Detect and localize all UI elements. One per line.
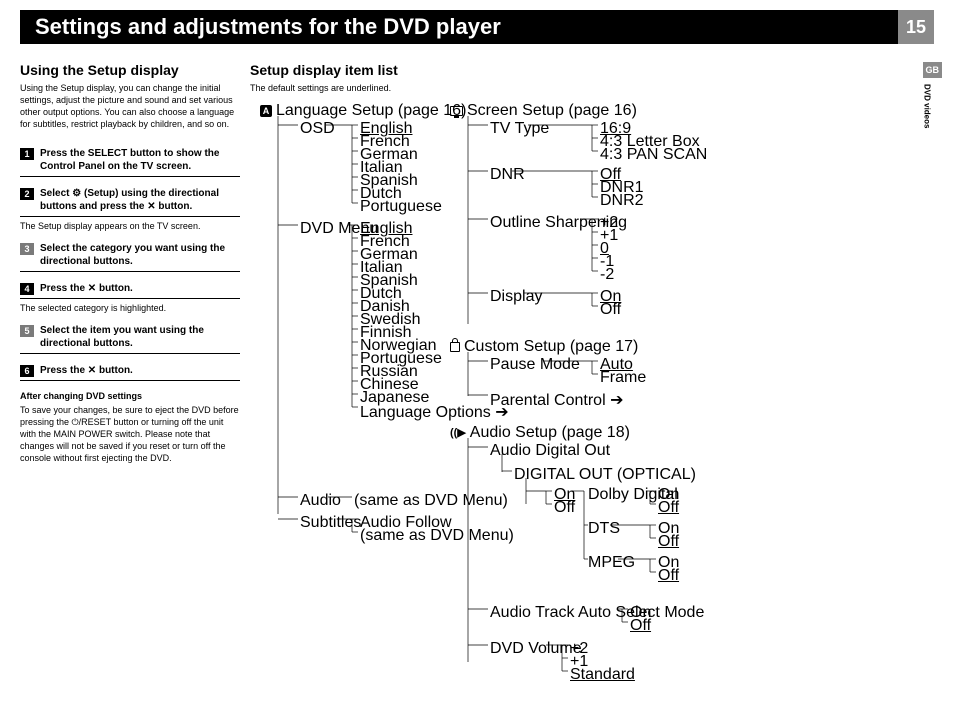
tree-item: Off [600,301,621,319]
tree-item: Standard [570,666,635,684]
right-column: Setup display item list The default sett… [250,62,920,702]
side-tab: GB DVD videos [923,62,943,128]
arrow-icon: ➔ [610,392,623,409]
screen-icon [450,106,463,116]
step: 6 Press the ✕ button. [20,364,240,381]
step-number-badge: 3 [20,243,34,255]
step: 3 Select the category you want using the … [20,242,240,272]
step: 2 Select ⚙ (Setup) using the directional … [20,187,240,232]
tree-item: TV Type [490,120,549,138]
step-title: Select the item you want using the direc… [40,324,240,350]
tree-item: Parental Control ➔ [490,390,623,410]
step-title: Press the SELECT button to show the Cont… [40,147,240,173]
step-title: Select ⚙ (Setup) using the directional b… [40,187,240,213]
audio-icon: ((▶ [450,426,466,439]
tree-item: DTS [588,520,620,538]
tree-item: Audio Digital Out [490,442,610,460]
step-number-badge: 1 [20,148,34,160]
tree-item: DNR2 [600,192,644,210]
step-title: Press the ✕ button. [40,282,133,295]
tree-item: (same as DVD Menu) [360,527,514,545]
tree-item: ((▶Audio Setup (page 18) [450,424,630,442]
tree-item: Custom Setup (page 17) [450,338,638,356]
tree-item: Audio Track Auto Select Mode [490,604,704,622]
page-title: Settings and adjustments for the DVD pla… [20,14,894,40]
step-number-badge: 2 [20,188,34,200]
step-title: Press the ✕ button. [40,364,133,377]
step-number-badge: 4 [20,283,34,295]
after-heading: After changing DVD settings [20,391,240,401]
tree-item: OSD [300,120,335,138]
tree-item: Audio [300,492,341,510]
tree-item: DIGITAL OUT (OPTICAL) [514,466,696,484]
tree-item: Subtitles [300,514,361,532]
tree-item: Off [658,567,679,585]
tree-item: ALanguage Setup (page 16) [260,102,466,120]
lock-icon [450,342,460,352]
item-list-sub: The default settings are underlined. [250,82,920,94]
section-label: DVD videos [923,84,932,128]
step-body: The Setup display appears on the TV scre… [20,220,240,232]
step: 1 Press the SELECT button to show the Con… [20,147,240,177]
tree-item: Screen Setup (page 16) [450,102,637,120]
left-column: Using the Setup display Using the Setup … [20,62,240,465]
page-number: 15 [898,10,934,44]
tree-item: Display [490,288,542,306]
tree-item: Off [658,533,679,551]
lang-code: GB [923,62,943,78]
tree-item: 4:3 PAN SCAN [600,146,707,164]
tree-item: Frame [600,369,646,387]
page-header: Settings and adjustments for the DVD pla… [20,10,934,44]
step: 5 Select the item you want using the dire… [20,324,240,354]
item-list-heading: Setup display item list [250,62,920,78]
tree-item: DVD Volume [490,640,582,658]
tree-item: Pause Mode [490,356,580,374]
steps-list: 1 Press the SELECT button to show the Con… [20,147,240,381]
using-setup-heading: Using the Setup display [20,62,240,78]
tree-item: (same as DVD Menu) [354,492,508,510]
step-body: The selected category is highlighted. [20,302,240,314]
tree-item: MPEG [588,554,635,572]
tree-item: DNR [490,166,525,184]
after-note: To save your changes, be sure to eject t… [20,404,240,465]
tree-area: ALanguage Setup (page 16)OSDEnglishFrenc… [250,102,920,702]
step-number-badge: 5 [20,325,34,337]
intro-text: Using the Setup display, you can change … [20,82,240,131]
tree-item: Language Options ➔ [360,402,509,422]
language-icon: A [260,105,272,117]
tree-item: Portuguese [360,198,442,216]
tree-item: -2 [600,266,614,284]
tree-item: Off [658,499,679,517]
tree-item: Off [630,617,651,635]
tree-item: Off [554,499,575,517]
step: 4 Press the ✕ button. The selected categor… [20,282,240,314]
step-title: Select the category you want using the d… [40,242,240,268]
step-number-badge: 6 [20,365,34,377]
